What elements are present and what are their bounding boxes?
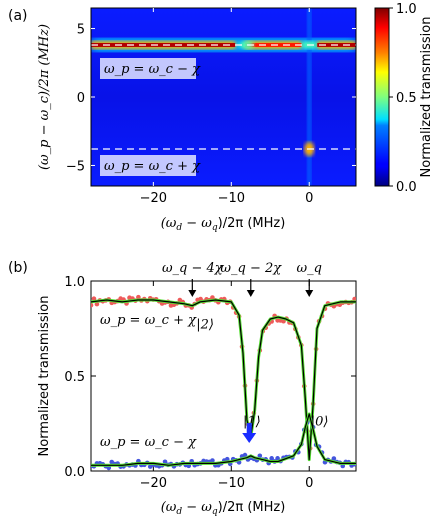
series-1-marker bbox=[269, 456, 274, 461]
b-top-annotation-0: ω_q − 4χ bbox=[162, 261, 224, 276]
b-top-arrow-head-2 bbox=[305, 290, 314, 297]
b-x-axis-label: (ωd − ωq)/2π (MHz) bbox=[161, 500, 286, 517]
series-1-model bbox=[91, 413, 356, 466]
panel-label-a: (a) bbox=[8, 8, 28, 24]
b-ytick-label-1: 0.5 bbox=[64, 370, 85, 385]
transmission-panel: −20 −10 0 0.0 0.5 1.0 ω_q − 4χω_q − 2χ ω_q |2⟩ |… bbox=[37, 261, 357, 517]
transmission-annotations: ω_q − 4χω_q − 2χ ω_q |2⟩ |1⟩ |0⟩ bbox=[162, 261, 329, 443]
b-xtick-label-1: −10 bbox=[218, 476, 245, 491]
series-1-marker bbox=[257, 453, 263, 459]
series-1-marker bbox=[331, 456, 337, 461]
series-1-marker bbox=[224, 456, 230, 462]
annotation-box-top bbox=[100, 58, 196, 79]
series-0-marker bbox=[210, 295, 215, 300]
series-0-marker bbox=[91, 302, 94, 308]
heatmap-streak bbox=[307, 8, 312, 186]
colorbar bbox=[374, 7, 390, 187]
a-ytick-label-1: 0 bbox=[77, 91, 85, 106]
annotation-plus-chi: ω_p = ω_c + χ bbox=[104, 159, 201, 174]
a-xtick-label-0: −20 bbox=[140, 191, 167, 206]
heatmap-dip-0 bbox=[239, 40, 254, 49]
b-top-arrow-head-1 bbox=[246, 290, 255, 297]
heatmap-axes: −20 −10 0 5 0 −5 bbox=[66, 8, 356, 206]
state-label-0: |2⟩ bbox=[196, 318, 214, 333]
blue-arrow-head bbox=[242, 433, 257, 443]
state-label-1: |1⟩ bbox=[243, 414, 261, 429]
series-0-marker bbox=[91, 296, 97, 302]
b-top-annotation-1: ω_q − 2χ bbox=[220, 261, 282, 276]
b-top-arrow-head-0 bbox=[188, 290, 197, 297]
colorbar-tick-label-0: 1.0 bbox=[396, 2, 417, 17]
heatmap-dashed-lines bbox=[91, 44, 356, 150]
a-xtick-label-2: 0 bbox=[305, 191, 313, 206]
b-y-axis-label: Normalized transmission bbox=[37, 296, 52, 457]
blue-arrow-shaft bbox=[246, 423, 252, 434]
colorbar-ticks: 1.0 0.5 0.0 bbox=[389, 2, 417, 195]
panel-label-b: (b) bbox=[8, 260, 28, 276]
b-annotation-minus-chi: ω_p = ω_c − χ bbox=[100, 435, 197, 450]
transmission-plot bbox=[91, 294, 356, 471]
annotation-minus-chi: ω_p = ω_c − χ bbox=[104, 62, 201, 77]
series-0-model bbox=[91, 299, 356, 461]
b-xtick-label-0: −20 bbox=[140, 476, 167, 491]
colorbar-tick-label-1: 0.5 bbox=[396, 91, 417, 106]
series-0-marker bbox=[94, 301, 100, 307]
b-ytick-label-0: 0.0 bbox=[64, 465, 85, 480]
colorbar-tick-label-2: 0.0 bbox=[396, 180, 417, 195]
series-1-marker bbox=[162, 459, 168, 465]
a-y-axis-label: (ω_p − ω_c)/2π (MHz) bbox=[37, 24, 52, 170]
b-ytick-label-2: 1.0 bbox=[64, 275, 85, 290]
a-ytick-label-2: −5 bbox=[66, 159, 85, 174]
b-xtick-label-2: 0 bbox=[305, 476, 313, 491]
series-1-marker bbox=[210, 458, 215, 463]
series-1-marker bbox=[242, 452, 248, 458]
series-0-marker bbox=[352, 296, 356, 302]
a-ytick-label-0: 5 bbox=[77, 23, 85, 38]
a-x-axis-label: (ωd − ωq)/2π (MHz) bbox=[161, 216, 286, 233]
series-0-marker bbox=[136, 294, 141, 300]
a-xtick-label-1: −10 bbox=[218, 191, 245, 206]
transmission-axes: −20 −10 0 0.0 0.5 1.0 bbox=[64, 275, 356, 491]
b-annotation-plus-chi: ω_p = ω_c + χ bbox=[100, 313, 197, 328]
state-label-2: |0⟩ bbox=[311, 414, 329, 429]
series-1-marker bbox=[275, 456, 280, 461]
colorbar-label: Normalized transmission bbox=[419, 17, 434, 178]
annotation-box-bottom bbox=[100, 155, 196, 176]
heatmap-panel: −20 −10 050−5 ω_p = ω_c − χ ω_p = ω_c + χ … bbox=[37, 2, 434, 233]
b-top-annotation-2: ω_q bbox=[297, 261, 322, 276]
